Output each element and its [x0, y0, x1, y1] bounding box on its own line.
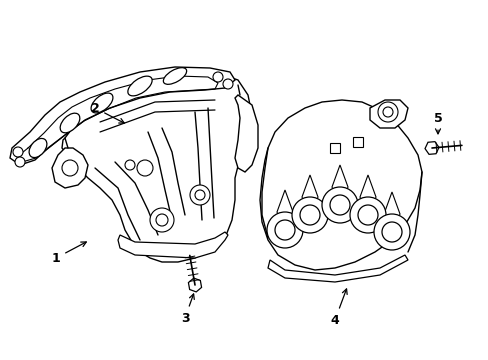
- Circle shape: [382, 107, 392, 117]
- Circle shape: [321, 187, 357, 223]
- Text: 2: 2: [90, 102, 124, 123]
- Polygon shape: [276, 190, 292, 220]
- Circle shape: [62, 160, 78, 176]
- Polygon shape: [235, 95, 258, 172]
- Polygon shape: [118, 232, 227, 258]
- Polygon shape: [424, 141, 438, 154]
- Circle shape: [266, 212, 303, 248]
- Polygon shape: [302, 175, 317, 205]
- Circle shape: [190, 185, 209, 205]
- Text: 3: 3: [181, 294, 194, 324]
- Circle shape: [137, 160, 153, 176]
- Circle shape: [291, 197, 327, 233]
- Circle shape: [299, 205, 319, 225]
- Polygon shape: [383, 192, 399, 222]
- Polygon shape: [62, 72, 251, 262]
- Text: 5: 5: [433, 112, 442, 134]
- Polygon shape: [10, 67, 235, 165]
- Circle shape: [381, 222, 401, 242]
- Polygon shape: [331, 165, 347, 195]
- Circle shape: [156, 214, 168, 226]
- Ellipse shape: [163, 68, 186, 84]
- Circle shape: [150, 208, 174, 232]
- Ellipse shape: [60, 113, 80, 133]
- Bar: [329, 143, 339, 153]
- Polygon shape: [260, 100, 421, 270]
- Circle shape: [329, 195, 349, 215]
- Circle shape: [213, 72, 223, 82]
- Circle shape: [357, 205, 377, 225]
- Circle shape: [195, 190, 204, 200]
- Polygon shape: [52, 148, 88, 188]
- Text: 1: 1: [52, 242, 86, 265]
- Circle shape: [15, 157, 25, 167]
- Circle shape: [349, 197, 385, 233]
- Circle shape: [373, 214, 409, 250]
- Polygon shape: [359, 175, 375, 205]
- Circle shape: [377, 102, 397, 122]
- Circle shape: [223, 79, 232, 89]
- Ellipse shape: [29, 139, 47, 158]
- Circle shape: [274, 220, 294, 240]
- Ellipse shape: [91, 93, 113, 113]
- Bar: [352, 137, 362, 147]
- Polygon shape: [369, 100, 407, 128]
- Ellipse shape: [127, 76, 152, 96]
- Polygon shape: [267, 255, 407, 282]
- Circle shape: [125, 160, 135, 170]
- Polygon shape: [188, 278, 201, 292]
- Text: 4: 4: [330, 289, 346, 327]
- Circle shape: [13, 147, 23, 157]
